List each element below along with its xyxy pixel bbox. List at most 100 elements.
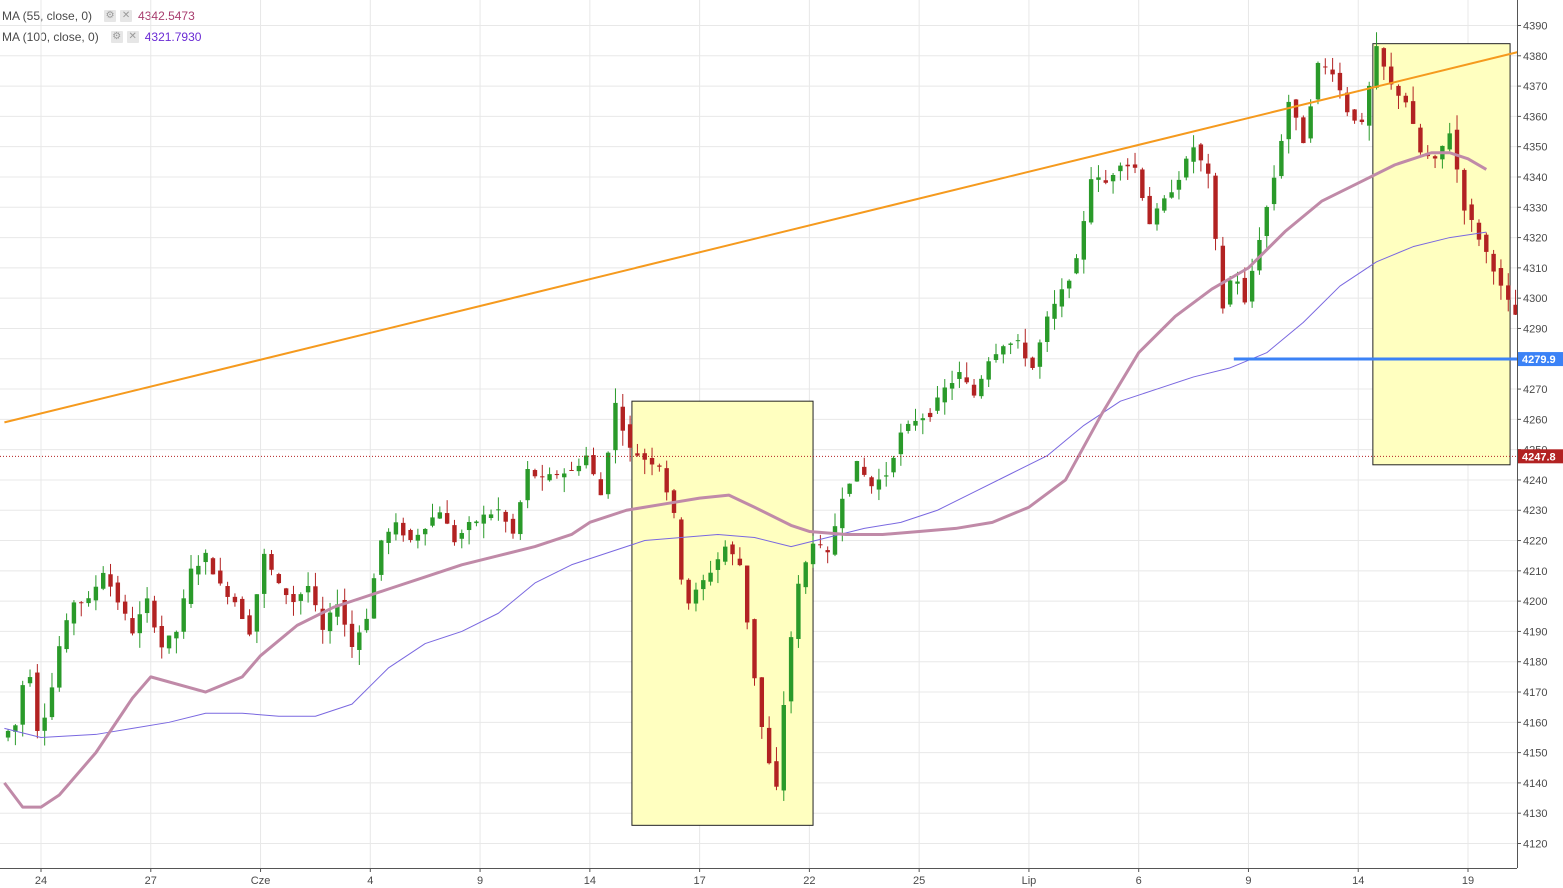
candle-down	[283, 588, 289, 596]
candle-down	[1484, 234, 1489, 252]
gear-icon[interactable]: ⚙	[110, 31, 123, 43]
x-tick-label: 22	[803, 875, 815, 887]
indicator-lines	[0, 42, 1553, 809]
candle-up	[357, 632, 362, 650]
candle-up	[371, 578, 377, 619]
candle-up	[496, 509, 501, 511]
candle-up	[86, 598, 91, 604]
close-icon[interactable]: ✕	[120, 10, 133, 22]
candle-down	[1030, 357, 1035, 368]
candle-up	[891, 457, 896, 473]
legend-ma100-value: 4321.7930	[144, 30, 202, 44]
x-tick-label: 17	[693, 875, 705, 887]
candle-down	[1403, 95, 1408, 103]
x-tick-label: 19	[1462, 875, 1474, 887]
candle-up	[261, 553, 267, 594]
candle-up	[1001, 346, 1006, 355]
candle-up	[437, 512, 443, 519]
candle-up	[583, 455, 589, 466]
candle-up	[422, 528, 428, 535]
y-tick-label: 4200	[1523, 596, 1547, 608]
candle-down	[1359, 119, 1365, 122]
candle-down	[210, 558, 216, 575]
candle-up	[335, 604, 340, 617]
current-price-label: 4247.8	[1522, 451, 1556, 463]
y-tick-label: 4330	[1523, 202, 1547, 214]
candle-up	[1008, 343, 1013, 345]
candle-up	[1227, 280, 1233, 305]
candle-down	[642, 453, 647, 460]
x-tick-label: Cze	[251, 875, 271, 887]
candle-up	[415, 534, 421, 541]
candle-down	[825, 550, 830, 553]
candle-up	[708, 572, 713, 582]
candle-up	[884, 475, 889, 477]
candle-up	[723, 546, 728, 562]
candle-down	[598, 479, 604, 496]
candle-up	[49, 687, 55, 718]
candle-up	[144, 598, 150, 614]
close-icon[interactable]: ✕	[126, 31, 139, 43]
x-tick-label: 14	[584, 875, 596, 887]
candle-up	[715, 559, 721, 570]
gear-icon[interactable]: ⚙	[104, 10, 117, 22]
candle-up	[1169, 192, 1174, 198]
candle-down	[686, 579, 691, 604]
time-axis[interactable]: 24 27 Cze 4 9 14 17 22 25 Lip 6 9 14 19	[0, 868, 1517, 887]
candle-down	[152, 600, 157, 628]
candle-up	[1052, 303, 1057, 319]
legend-ma55-value: 4342.5473	[138, 9, 195, 23]
y-tick-label: 4130	[1523, 808, 1547, 820]
x-tick-label: 9	[1245, 875, 1251, 887]
candle-down	[408, 529, 413, 541]
candle-up	[386, 531, 391, 543]
candle-up	[854, 461, 860, 482]
candle-down	[869, 477, 874, 487]
candle-up	[1110, 175, 1116, 182]
grid	[0, 0, 1517, 868]
candle-down	[349, 623, 355, 647]
candle-up	[203, 552, 208, 563]
y-tick-label: 4210	[1523, 566, 1547, 578]
candle-down	[1454, 129, 1460, 170]
candle-up	[481, 514, 486, 524]
candle-up	[5, 730, 11, 738]
trend-line	[4, 42, 1553, 424]
candle-down	[862, 466, 867, 475]
y-tick-label: 4300	[1523, 293, 1547, 305]
candle-up	[1176, 179, 1182, 190]
candle-down	[247, 615, 252, 635]
support-price-label: 4279.9	[1522, 354, 1556, 366]
y-tick-label: 4290	[1523, 323, 1547, 335]
candle-up	[298, 594, 303, 601]
candle-down	[679, 519, 684, 580]
price-axis-bg	[1517, 0, 1563, 888]
candle-up	[181, 598, 186, 632]
candle-down	[1337, 72, 1343, 91]
candle-up	[605, 452, 611, 495]
candle-up	[393, 522, 399, 535]
candle-up	[920, 418, 926, 421]
candle-up	[876, 479, 882, 490]
x-tick-label: 25	[913, 875, 925, 887]
legend-ma100: MA (100, close, 0) ⚙ ✕ 4321.7930	[2, 28, 201, 46]
y-tick-label: 4310	[1523, 263, 1547, 275]
support-price-label-bg	[1518, 352, 1563, 367]
candle-down	[1301, 117, 1306, 144]
candle-up	[1279, 140, 1284, 177]
candle-down	[627, 424, 633, 448]
candle-up	[547, 474, 552, 481]
candle-down	[1410, 101, 1416, 124]
highlight-box-2	[1372, 43, 1511, 466]
candle-down	[320, 608, 325, 630]
candle-up	[957, 372, 962, 379]
x-tick-label: 9	[477, 875, 483, 887]
candle-up	[64, 620, 69, 650]
candle-down	[752, 619, 757, 679]
candle-up	[1015, 340, 1021, 342]
candle-down	[657, 465, 662, 467]
x-tick-label: 27	[145, 875, 157, 887]
price-axis[interactable]: 4120 4130 4140 4150 4160 4170 4180 4190 4200 4210…	[1517, 0, 1563, 888]
candle-down	[35, 672, 40, 731]
